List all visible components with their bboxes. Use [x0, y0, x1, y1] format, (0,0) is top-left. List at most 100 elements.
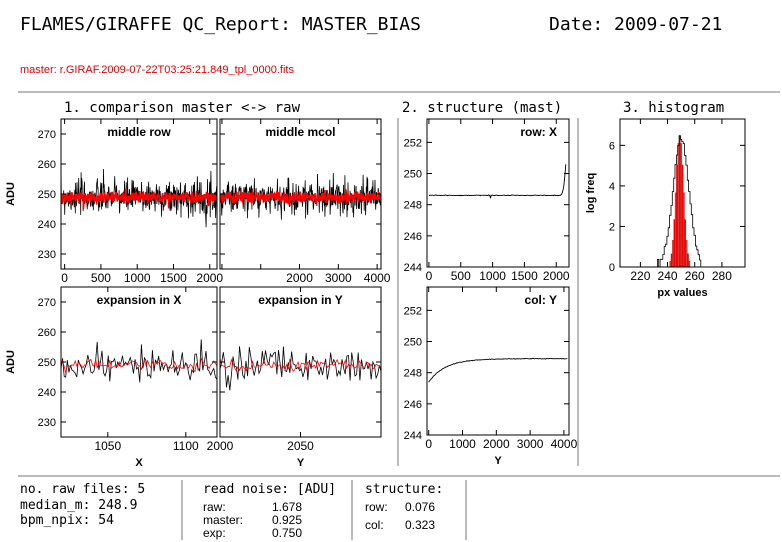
plot-area [646, 135, 730, 267]
section-structure-title: 2. structure (mast) [402, 100, 563, 116]
y-tick-label: 270 [38, 129, 56, 141]
x-tick-label: 3000 [325, 271, 352, 285]
y-tick-label: 244 [404, 430, 422, 442]
y-tick-label: 230 [38, 249, 56, 261]
x-axis-label: X [135, 457, 143, 469]
chart-row-x: 0 500 1000 1500 2000 244 246 248 250 252 row: X [404, 118, 570, 283]
plot-title: middle mcol [265, 125, 335, 139]
rn-master-value: 0.925 [272, 513, 303, 527]
master-hist-bar [672, 240, 674, 267]
x-tick-label: 4000 [364, 271, 391, 285]
y-tick-label: 250 [404, 169, 422, 181]
master-hist-bar [678, 135, 681, 267]
st-row-value: 0.076 [405, 500, 436, 514]
plot-frame [426, 118, 570, 268]
plot-frame [426, 286, 570, 436]
y-tick-label: 0 [609, 262, 615, 274]
y-tick-label: 260 [38, 159, 56, 171]
plot-title: expansion in Y [258, 293, 342, 307]
master-hist-bar [670, 253, 673, 267]
chart-middle-mcol: 2000 3000 4000 middle mcol [219, 118, 391, 285]
st-row-label: row: [365, 500, 388, 514]
rn-raw-label: raw: [203, 500, 226, 514]
y-tick-label: 244 [404, 262, 422, 274]
section-comparison-title: 1. comparison master <-> raw [64, 100, 301, 116]
x-tick-label: 1500 [160, 271, 187, 285]
y-tick-label: 252 [404, 137, 422, 149]
x-axis-label: Y [494, 455, 502, 467]
rn-raw-value: 1.678 [272, 500, 303, 514]
x-tick-label: 500 [91, 271, 111, 285]
y-tick-label: 250 [38, 189, 56, 201]
series-raw [61, 339, 217, 383]
y-tick-label: 250 [404, 337, 422, 349]
section-histogram-title: 3. histogram [623, 100, 725, 116]
report-date: Date: 2009-07-21 [549, 14, 723, 35]
structure-title: structure: [365, 482, 444, 497]
y-tick-label: 252 [404, 305, 422, 317]
master-hist-bar [677, 143, 680, 267]
x-tick-label: 2050 [287, 439, 314, 453]
y-tick-label: 260 [38, 327, 56, 339]
x-tick-label: 1000 [449, 437, 476, 451]
chart-histogram: 220 240 260 280 0 2 4 6 log freq px values [585, 118, 746, 299]
x-tick-label: 0 [61, 271, 68, 285]
master-hist-bar [674, 192, 677, 267]
rn-exp-value: 0.750 [272, 526, 303, 540]
chart-expansion-in-x: 1050 1100 230 240 250 260 270 expansion in X ADU… [5, 286, 218, 469]
master-hist-bar [676, 164, 678, 267]
y-tick-label: 2 [609, 221, 615, 233]
x-tick-label: 4000 [551, 437, 578, 451]
series-master [61, 357, 217, 374]
y-tick-label: 240 [38, 387, 56, 399]
y-tick-label: 270 [38, 297, 56, 309]
x-tick-label: 1000 [479, 269, 506, 283]
chart-col-y: 0 1000 2000 3000 4000 244 246 248 250 252 col: Y Y [404, 286, 578, 467]
median-value: median_m: 248.9 [20, 498, 138, 513]
plot-title: expansion in X [97, 293, 182, 307]
plot-area [61, 163, 217, 228]
st-col-value: 0.323 [405, 518, 436, 532]
y-axis-label: log freq [585, 173, 597, 213]
x-tick-label: 1100 [173, 439, 199, 453]
raw-files-count: no. raw files: 5 [20, 482, 146, 497]
x-tick-label: 2000 [483, 437, 510, 451]
st-col-label: col: [365, 518, 384, 532]
plot-title: middle row [107, 125, 171, 139]
master-hist-bar [680, 143, 682, 267]
x-tick-label: 280 [712, 269, 732, 283]
plot-frame [219, 286, 382, 438]
plot-title: row: X [520, 125, 557, 139]
plot-area [220, 172, 381, 220]
master-hist-bar [684, 219, 687, 267]
x-tick-label: 0 [425, 437, 432, 451]
master-filename: master: r.GIRAF.2009-07-22T03:25:21.849_… [20, 64, 294, 76]
master-hist-bar [673, 219, 676, 267]
plot-area [428, 164, 567, 199]
plot-title: col: Y [525, 293, 557, 307]
x-tick-label: 0 [426, 269, 433, 283]
y-axis-label: ADU [5, 350, 17, 374]
report-title: FLAMES/GIRAFFE QC_Report: MASTER_BIAS [20, 14, 421, 35]
plot-area [61, 339, 217, 383]
x-tick-label: 3000 [517, 437, 544, 451]
y-axis-label: ADU [5, 182, 17, 206]
rn-exp-label: exp: [203, 526, 226, 540]
series-master [220, 357, 381, 373]
y-tick-label: 4 [609, 181, 615, 193]
x-tick-label: 1000 [124, 271, 151, 285]
x-tick-label: 220 [630, 269, 650, 283]
rn-master-label: master: [203, 513, 244, 527]
plot-area [428, 357, 568, 383]
y-tick-label: 246 [404, 399, 422, 411]
series-master [220, 189, 381, 205]
series-master [61, 188, 217, 210]
x-tick-label: 2000 [286, 271, 313, 285]
col-profile-line [428, 357, 568, 383]
y-tick-label: 246 [404, 231, 422, 243]
chart-expansion-in-y: 2000 2050 expansion in Y Y [207, 286, 382, 469]
x-tick-label: 2000 [196, 271, 223, 285]
bpm-npix: bpm_npix: 54 [20, 513, 114, 528]
master-hist-bar [687, 253, 689, 267]
